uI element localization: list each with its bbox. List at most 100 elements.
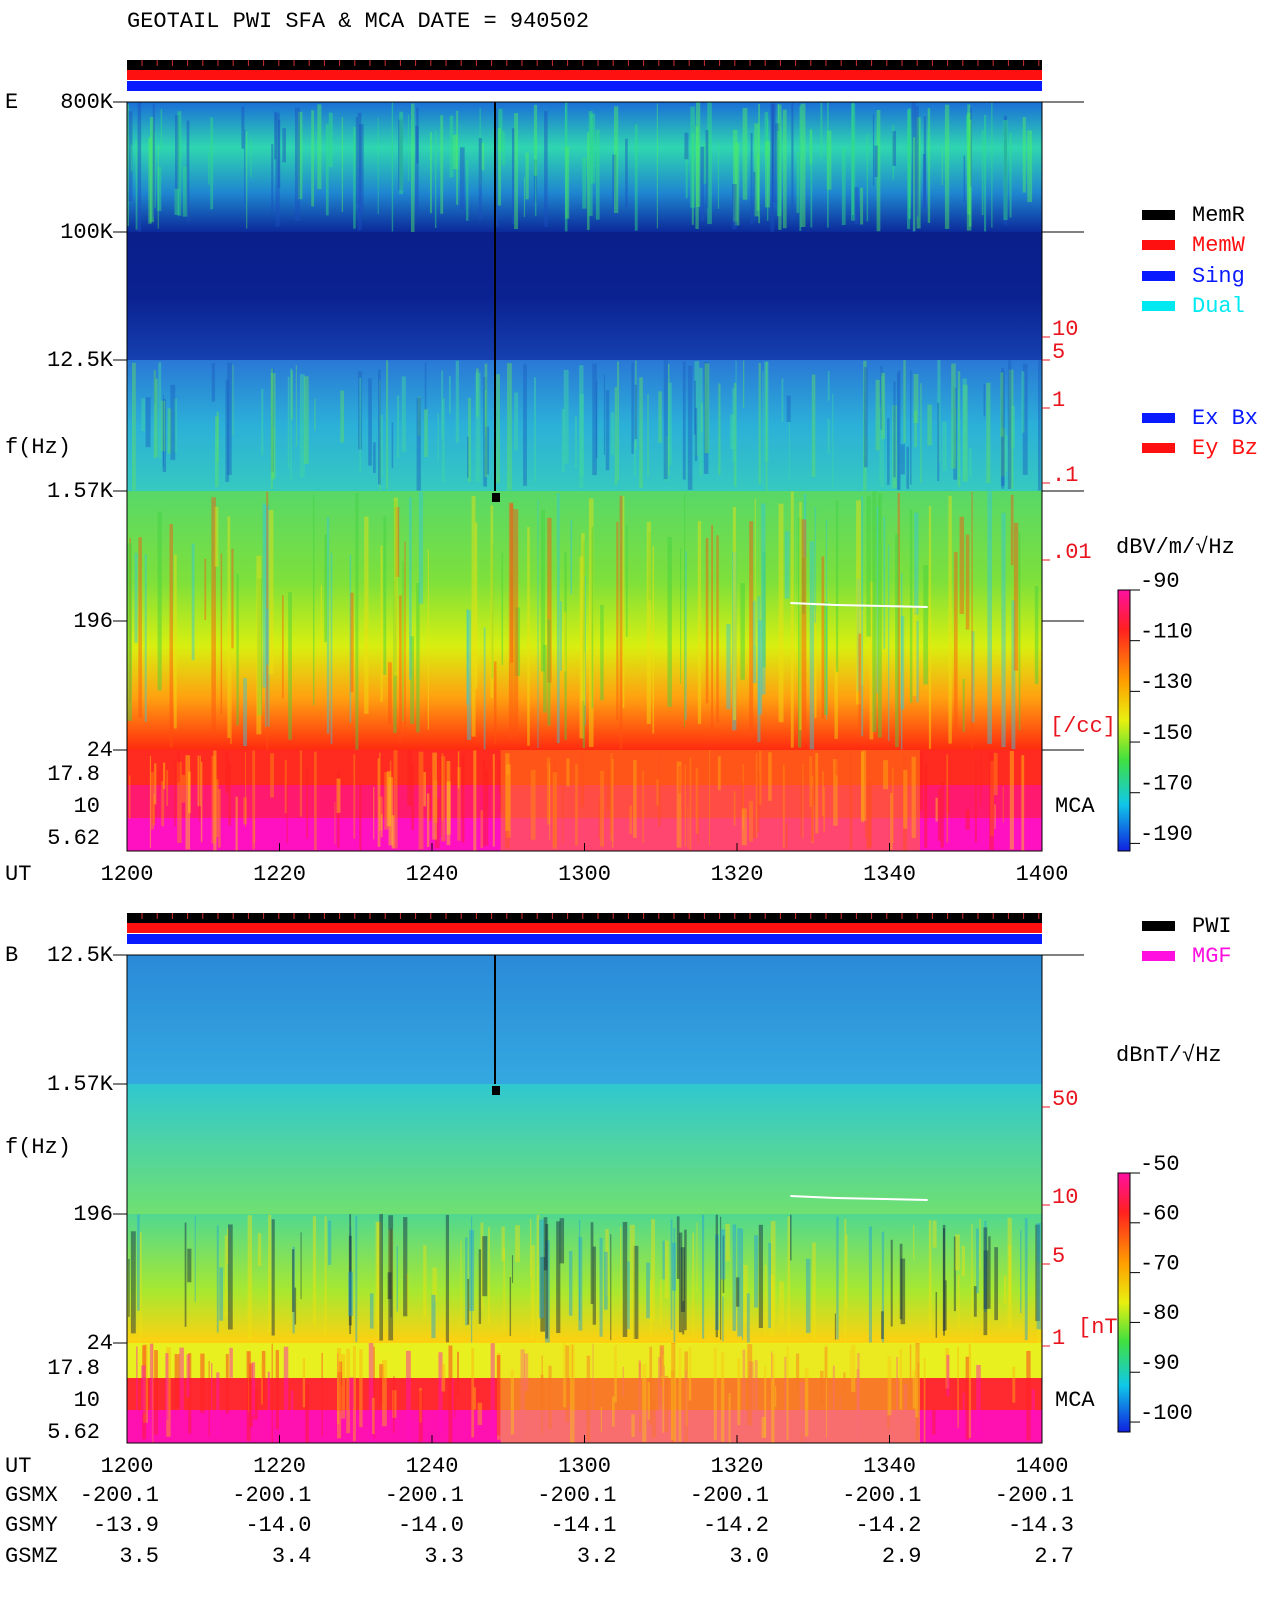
- spectrogram-texture: [497, 127, 502, 206]
- spectrogram-texture: [720, 1229, 726, 1280]
- spectrogram-texture: [167, 408, 172, 454]
- spectrogram-texture: [1011, 405, 1015, 449]
- spectrogram-texture: [685, 148, 688, 199]
- spectrogram-texture: [225, 751, 229, 794]
- spectrogram-texture: [481, 142, 485, 171]
- spectrogram-texture: [271, 1343, 273, 1443]
- spectrogram-texture: [812, 1242, 816, 1340]
- spectrogram-texture: [981, 129, 984, 216]
- spectrogram-texture: [863, 360, 867, 491]
- spectrogram-texture: [388, 662, 392, 725]
- spectrogram-texture: [865, 770, 867, 838]
- spectrogram-texture: [799, 501, 802, 731]
- spectrogram-texture: [1022, 117, 1026, 193]
- spectrogram-texture: [833, 758, 838, 826]
- spectrogram-band: [127, 102, 1042, 232]
- spectrogram-texture: [664, 1375, 669, 1433]
- plasma-line-trace: [790, 1195, 928, 1201]
- spectrogram-texture: [811, 374, 816, 477]
- spectrogram-texture: [965, 809, 970, 830]
- spectrogram-texture: [743, 360, 745, 408]
- spectrogram-texture: [378, 369, 381, 485]
- spectrogram-texture: [786, 395, 791, 422]
- spectrogram-texture: [749, 521, 754, 732]
- spectrogram-texture: [857, 1353, 860, 1441]
- spectrogram-texture: [498, 759, 501, 795]
- mca-tick-label: 10: [74, 1388, 100, 1413]
- spectrogram-texture: [701, 1214, 705, 1339]
- spectrogram-texture: [915, 1343, 920, 1440]
- spectrogram-texture: [530, 769, 536, 840]
- spectrogram-texture: [911, 756, 916, 839]
- spectrogram-texture: [349, 1226, 352, 1313]
- spectrogram-texture: [911, 102, 916, 232]
- spectrogram-texture: [994, 1247, 998, 1321]
- freq-tick-label: 1.57K: [47, 1072, 114, 1097]
- spectrogram-texture: [787, 1216, 791, 1336]
- spectrogram-texture: [127, 543, 132, 721]
- spectrogram-texture: [1007, 1217, 1012, 1330]
- spectrogram-texture: [1001, 367, 1005, 489]
- spectrogram-texture: [883, 760, 889, 790]
- spectrogram-texture: [815, 752, 819, 834]
- spectrogram-texture: [861, 496, 864, 737]
- spectrogram-texture: [216, 411, 219, 463]
- spectrogram-texture: [483, 376, 487, 487]
- spectrogram-texture: [962, 1392, 965, 1441]
- spectrogram-texture: [971, 1224, 973, 1343]
- spectrogram-texture: [252, 750, 256, 850]
- spectrogram-texture: [162, 762, 166, 790]
- spectrogram-texture: [612, 758, 614, 848]
- spectrogram-texture: [1008, 369, 1014, 489]
- spectrogram-texture: [619, 495, 623, 750]
- spectrogram-texture: [291, 1249, 295, 1312]
- density-unit: [/cc]: [1050, 714, 1116, 739]
- spectrogram-texture: [965, 1356, 969, 1440]
- spectrogram-texture: [841, 147, 846, 225]
- spectrogram-texture: [348, 1235, 352, 1326]
- spectrogram-texture: [685, 1369, 687, 1438]
- spectrogram-texture: [844, 1218, 847, 1342]
- spectrogram-texture: [592, 363, 597, 476]
- spectrogram-texture: [545, 1224, 549, 1339]
- spectrogram-texture: [735, 360, 737, 490]
- spectrogram-texture: [288, 592, 292, 740]
- spectrogram-texture: [660, 1386, 663, 1441]
- spectrogram-texture: [384, 772, 389, 830]
- spectrogram-texture: [946, 786, 950, 814]
- spectrogram-texture: [546, 757, 551, 825]
- spectrogram-texture: [937, 788, 941, 841]
- spectrogram-texture: [605, 390, 610, 471]
- spectrogram-texture: [605, 1229, 609, 1297]
- spectrogram-texture: [359, 1349, 363, 1428]
- freq-tick-label: 24: [87, 738, 113, 763]
- spectrogram-texture: [880, 366, 883, 430]
- spectrogram-texture: [154, 763, 157, 805]
- spectrogram-texture: [606, 770, 611, 810]
- spectrogram-texture: [747, 1344, 753, 1426]
- spectrogram-texture: [153, 369, 156, 459]
- spectrogram-texture: [271, 427, 275, 478]
- spectrogram-texture: [166, 770, 169, 806]
- spectrogram-texture: [402, 560, 404, 722]
- spectrogram-texture: [781, 378, 784, 423]
- spectrogram-band: [127, 955, 1042, 1084]
- spectrogram-texture: [990, 760, 994, 837]
- spectrogram-texture: [810, 130, 813, 228]
- spectrogram-texture: [951, 363, 956, 469]
- spectrogram-texture: [903, 360, 906, 443]
- spectrogram-texture: [968, 1344, 972, 1438]
- spectrogram-texture: [247, 1215, 253, 1340]
- ut-tick-label: 1240: [406, 1454, 459, 1479]
- spectrogram-texture: [903, 769, 908, 829]
- spectrogram-texture: [540, 509, 546, 672]
- spectrogram-texture: [261, 388, 264, 456]
- spectrogram-texture: [639, 377, 643, 489]
- spectrogram-texture: [849, 750, 853, 850]
- spectrogram-texture: [137, 102, 142, 232]
- freq-tick-label: 800K: [60, 90, 114, 115]
- spectrogram-texture: [592, 1246, 596, 1325]
- mca-tick-label: 17.8: [47, 762, 100, 787]
- spectrogram-texture: [225, 1353, 229, 1414]
- spectrogram-texture: [1003, 115, 1008, 225]
